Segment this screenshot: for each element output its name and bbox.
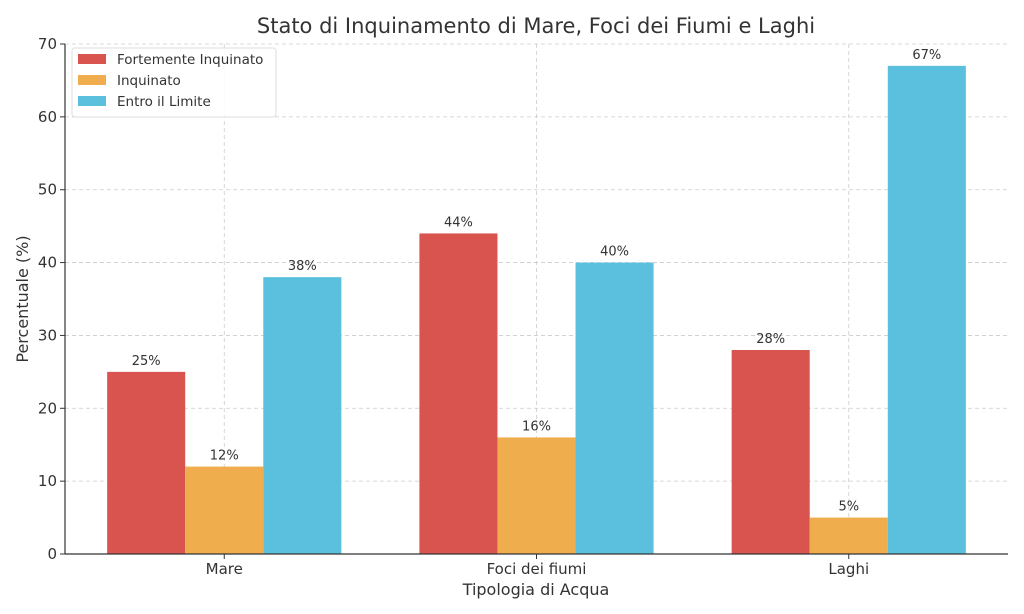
y-tick-label: 10 xyxy=(38,472,57,490)
x-axis-label: Tipologia di Acqua xyxy=(462,580,610,599)
x-tick-label: Foci dei fiumi xyxy=(487,560,587,578)
data-label: 16% xyxy=(522,419,551,434)
data-label: 38% xyxy=(288,259,317,274)
legend-swatch xyxy=(78,54,106,64)
bar xyxy=(263,277,342,554)
bar xyxy=(497,437,576,554)
data-label: 25% xyxy=(132,354,161,369)
data-label: 67% xyxy=(912,48,941,63)
legend-label: Fortemente Inquinato xyxy=(117,52,263,68)
legend-swatch xyxy=(78,75,106,85)
y-tick-label: 0 xyxy=(47,545,57,563)
y-tick-label: 50 xyxy=(38,181,57,199)
legend: Fortemente Inquinato Inquinato Entro il Li… xyxy=(71,47,277,118)
x-tick-label: Laghi xyxy=(828,560,869,578)
chart-title: Stato di Inquinamento di Mare, Foci dei … xyxy=(257,14,815,38)
y-tick-label: 20 xyxy=(38,399,57,417)
axes: 0 10 20 30 40 50 60 70 Mare Foci dei fiumi Laghi xyxy=(38,35,1008,578)
legend-label: Entro il Limite xyxy=(117,94,211,110)
bar xyxy=(185,466,264,554)
y-tick-label: 30 xyxy=(38,326,57,344)
bar xyxy=(575,262,654,554)
bar xyxy=(887,65,966,554)
y-axis-label: Percentuale (%) xyxy=(13,235,32,362)
y-tick-label: 40 xyxy=(38,254,57,272)
data-label: 12% xyxy=(210,449,239,464)
data-label: 44% xyxy=(444,215,473,230)
legend-swatch xyxy=(78,96,106,106)
legend-box xyxy=(71,47,277,118)
bar xyxy=(419,233,498,554)
data-label: 28% xyxy=(756,332,785,347)
x-tick-label: Mare xyxy=(206,560,243,578)
bar xyxy=(107,371,186,554)
bar xyxy=(809,517,888,554)
bar xyxy=(731,350,810,554)
bars: 25% 12% 38% 44% 16% 40% 28% 5% 67% xyxy=(107,48,966,554)
y-tick-label: 60 xyxy=(38,108,57,126)
legend-label: Inquinato xyxy=(117,73,181,89)
data-label: 40% xyxy=(600,245,629,260)
data-label: 5% xyxy=(838,500,859,515)
y-tick-label: 70 xyxy=(38,35,57,53)
